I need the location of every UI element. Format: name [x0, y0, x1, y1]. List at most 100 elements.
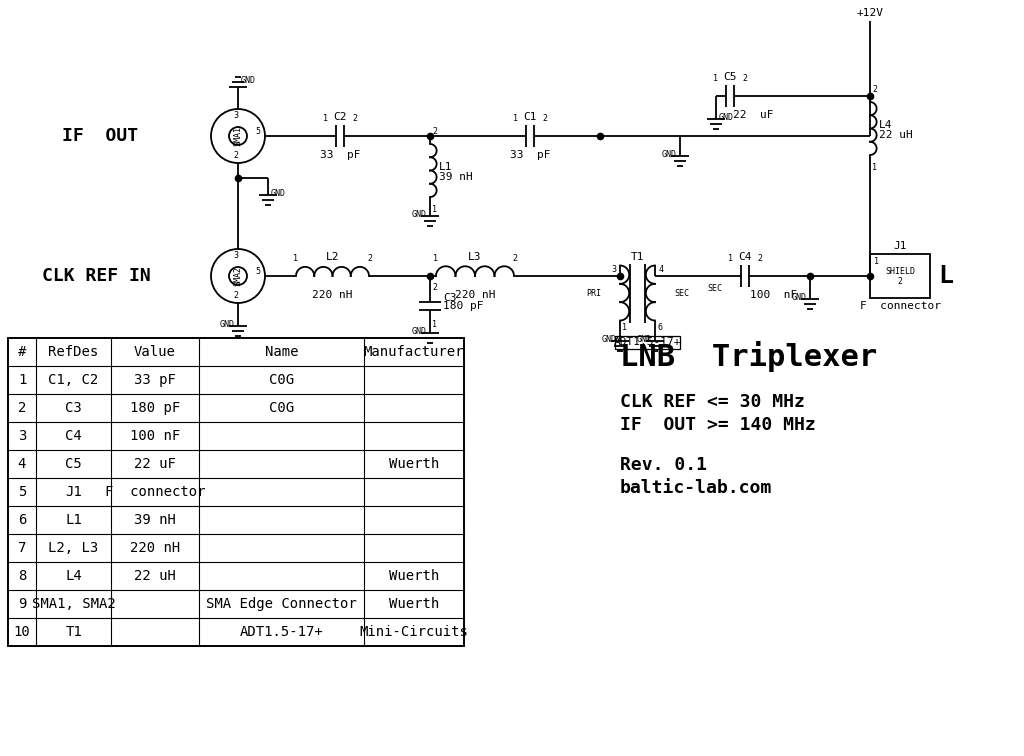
- Text: IF  OUT: IF OUT: [62, 127, 138, 145]
- Text: Name: Name: [265, 345, 298, 359]
- Text: 1: 1: [293, 254, 298, 263]
- Text: 2: 2: [17, 401, 27, 415]
- Text: Wuerth: Wuerth: [389, 597, 439, 611]
- Text: 100  nF: 100 nF: [750, 290, 798, 300]
- Text: GND: GND: [412, 210, 427, 219]
- Text: SMA Edge Connector: SMA Edge Connector: [206, 597, 357, 611]
- Text: 1: 1: [17, 373, 27, 387]
- Text: GND: GND: [792, 293, 807, 302]
- Text: C5: C5: [723, 72, 736, 82]
- Text: 220 nH: 220 nH: [312, 290, 352, 300]
- Text: Wuerth: Wuerth: [389, 569, 439, 583]
- Text: 4: 4: [659, 265, 664, 274]
- Text: 22 uF: 22 uF: [134, 457, 176, 471]
- Text: 1: 1: [432, 205, 437, 214]
- Text: 1: 1: [323, 114, 328, 123]
- Text: GND: GND: [412, 327, 427, 336]
- Text: C3: C3: [443, 293, 457, 303]
- Text: Value: Value: [134, 345, 176, 359]
- Text: 3: 3: [17, 429, 27, 443]
- Text: 2: 2: [233, 151, 239, 160]
- Text: 1: 1: [433, 254, 438, 263]
- Text: 22 uH: 22 uH: [879, 129, 912, 140]
- Text: 33  pF: 33 pF: [319, 150, 360, 160]
- Text: L1: L1: [66, 513, 82, 527]
- Text: SEC: SEC: [708, 284, 723, 293]
- Text: 22 uH: 22 uH: [134, 569, 176, 583]
- Text: GND: GND: [271, 189, 286, 198]
- Text: L: L: [938, 264, 953, 288]
- Text: CLK REF <= 30 MHz: CLK REF <= 30 MHz: [620, 393, 805, 411]
- Text: F  connector: F connector: [859, 301, 940, 311]
- Text: 4: 4: [17, 457, 27, 471]
- Text: L4: L4: [879, 119, 893, 129]
- Text: 5: 5: [256, 128, 260, 137]
- Text: GND: GND: [637, 334, 652, 343]
- Text: CLK REF IN: CLK REF IN: [42, 267, 151, 285]
- Text: L4: L4: [66, 569, 82, 583]
- Text: 1: 1: [872, 163, 877, 172]
- Text: baltic-lab.com: baltic-lab.com: [620, 479, 772, 497]
- Text: 2: 2: [757, 254, 762, 263]
- Text: 33 pF: 33 pF: [134, 373, 176, 387]
- Text: 180 pF: 180 pF: [443, 301, 483, 311]
- Text: 1: 1: [622, 323, 627, 331]
- Text: C5: C5: [66, 457, 82, 471]
- Text: 1: 1: [432, 320, 437, 329]
- Text: F  connector: F connector: [104, 485, 205, 499]
- Text: 9: 9: [17, 597, 27, 611]
- Text: GND: GND: [220, 320, 234, 329]
- Text: #: #: [17, 345, 27, 359]
- Text: ADT1.5-17+: ADT1.5-17+: [613, 337, 681, 347]
- Text: 2: 2: [432, 283, 437, 292]
- Text: L3: L3: [468, 252, 481, 262]
- Text: 6: 6: [17, 513, 27, 527]
- Text: 2: 2: [542, 114, 547, 123]
- Text: C4: C4: [66, 429, 82, 443]
- Text: C1, C2: C1, C2: [48, 373, 98, 387]
- Text: C0G: C0G: [269, 401, 294, 415]
- Text: 100 nF: 100 nF: [130, 429, 180, 443]
- Text: 1: 1: [874, 257, 879, 266]
- Text: 220 nH: 220 nH: [130, 541, 180, 555]
- Text: 3: 3: [233, 252, 239, 261]
- Text: L1: L1: [439, 162, 453, 172]
- Text: 3: 3: [233, 111, 239, 120]
- Text: 180 pF: 180 pF: [130, 401, 180, 415]
- Text: Manufacturer: Manufacturer: [364, 345, 464, 359]
- Text: 220 nH: 220 nH: [455, 290, 496, 300]
- Text: 1: 1: [513, 114, 518, 123]
- Text: 3: 3: [611, 265, 616, 274]
- Text: 39 nH: 39 nH: [439, 172, 473, 181]
- Text: SEC: SEC: [674, 289, 689, 298]
- Text: IF  OUT >= 140 MHz: IF OUT >= 140 MHz: [620, 416, 816, 434]
- Text: Mini-Circuits: Mini-Circuits: [359, 625, 468, 639]
- Text: 2: 2: [233, 292, 239, 300]
- Text: Wuerth: Wuerth: [389, 457, 439, 471]
- Text: C3: C3: [66, 401, 82, 415]
- Text: GND: GND: [719, 113, 734, 122]
- Text: L2: L2: [326, 252, 339, 262]
- Text: 2: 2: [742, 74, 746, 83]
- Text: 2: 2: [352, 114, 357, 123]
- Text: T1: T1: [66, 625, 82, 639]
- Text: SMA2: SMA2: [233, 266, 243, 286]
- Text: J1: J1: [66, 485, 82, 499]
- Text: L2, L3: L2, L3: [48, 541, 98, 555]
- Text: C0G: C0G: [269, 373, 294, 387]
- Text: 6: 6: [657, 323, 662, 331]
- Bar: [615, 336, 680, 349]
- Text: SMA1: SMA1: [233, 126, 243, 146]
- Text: 2: 2: [512, 254, 517, 263]
- Text: C2: C2: [333, 112, 347, 122]
- Text: 1: 1: [728, 254, 733, 263]
- Bar: [870, 254, 930, 298]
- Text: C1: C1: [523, 112, 537, 122]
- Text: 1: 1: [713, 74, 718, 83]
- Text: GND: GND: [602, 334, 617, 343]
- Text: 2: 2: [432, 127, 437, 136]
- Text: 33  pF: 33 pF: [510, 150, 550, 160]
- Text: GND: GND: [662, 150, 677, 159]
- Text: J1: J1: [893, 241, 906, 251]
- Text: SMA1, SMA2: SMA1, SMA2: [32, 597, 116, 611]
